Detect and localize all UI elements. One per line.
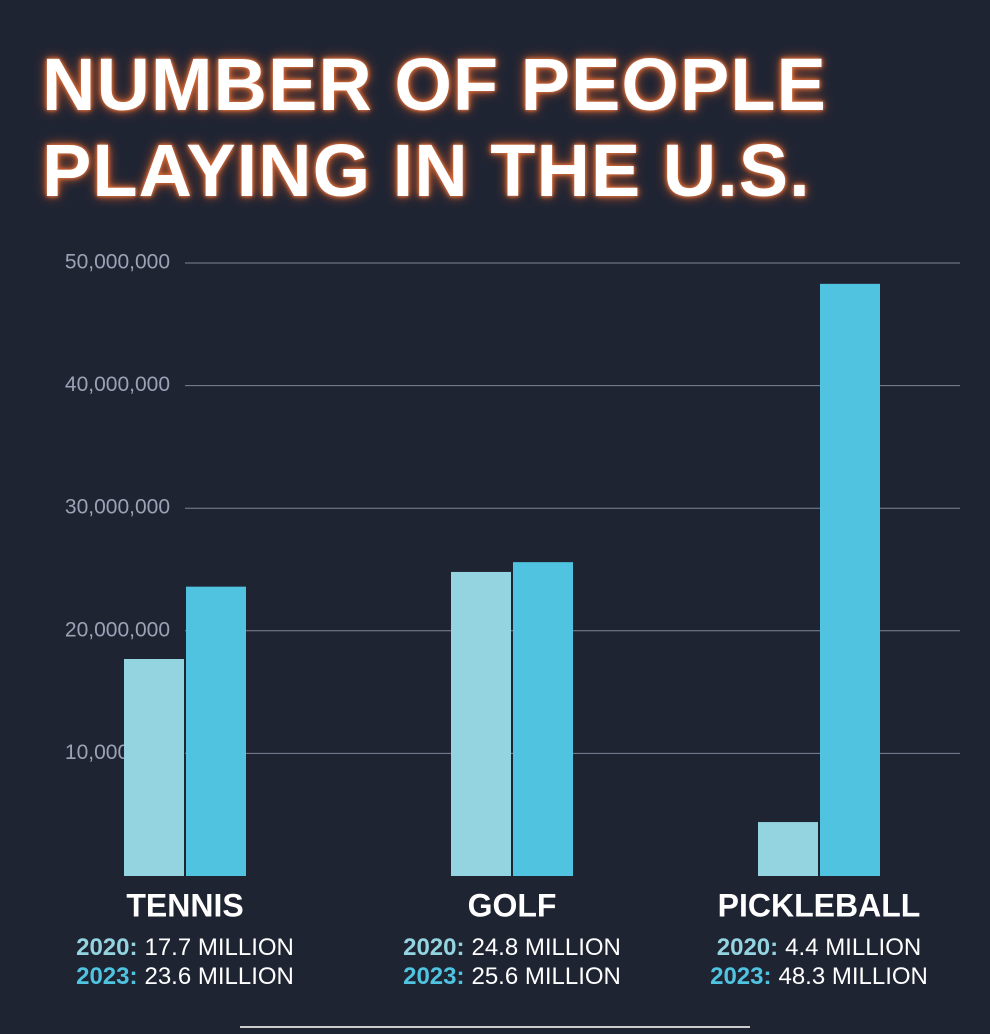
bar [124, 658, 184, 876]
value-label: 2020: 4.4 MILLION [717, 934, 921, 961]
value-text: 23.6 MILLION [144, 963, 293, 990]
value-label: 2020: 24.8 MILLION [403, 934, 621, 961]
value-text: 25.6 MILLION [471, 963, 620, 990]
x-tick-label: PICKLEBALL [718, 887, 921, 923]
value-text: 24.8 MILLION [471, 934, 620, 961]
bar [186, 586, 246, 876]
series-name: 2023: [76, 963, 137, 990]
y-tick-label: 50,000,000 [65, 251, 170, 274]
bar [513, 562, 573, 876]
value-label: 2023: 25.6 MILLION [403, 963, 621, 990]
bar [451, 571, 511, 876]
value-text: 17.7 MILLION [144, 934, 293, 961]
bar [758, 822, 818, 876]
series-name: 2020: [403, 934, 464, 961]
x-tick-label: TENNIS [126, 887, 243, 923]
series-name: 2020: [717, 934, 778, 961]
y-tick-label: 20,000,000 [65, 618, 170, 641]
series-name: 2023: [710, 963, 771, 990]
value-label: 2020: 17.7 MILLION [76, 934, 294, 961]
series-name: 2020: [76, 934, 137, 961]
y-tick-label: 40,000,000 [65, 373, 170, 396]
chart-title: NUMBER OF PEOPLE PLAYING IN THE U.S. [42, 43, 827, 212]
series-name: 2023: [403, 963, 464, 990]
value-label: 2023: 48.3 MILLION [710, 963, 928, 990]
value-text: 48.3 MILLION [778, 963, 927, 990]
value-label: 2023: 23.6 MILLION [76, 963, 294, 990]
x-tick-label: GOLF [468, 887, 557, 923]
y-tick-label: 30,000,000 [65, 496, 170, 519]
value-text: 4.4 MILLION [785, 934, 921, 961]
bar [820, 283, 880, 876]
